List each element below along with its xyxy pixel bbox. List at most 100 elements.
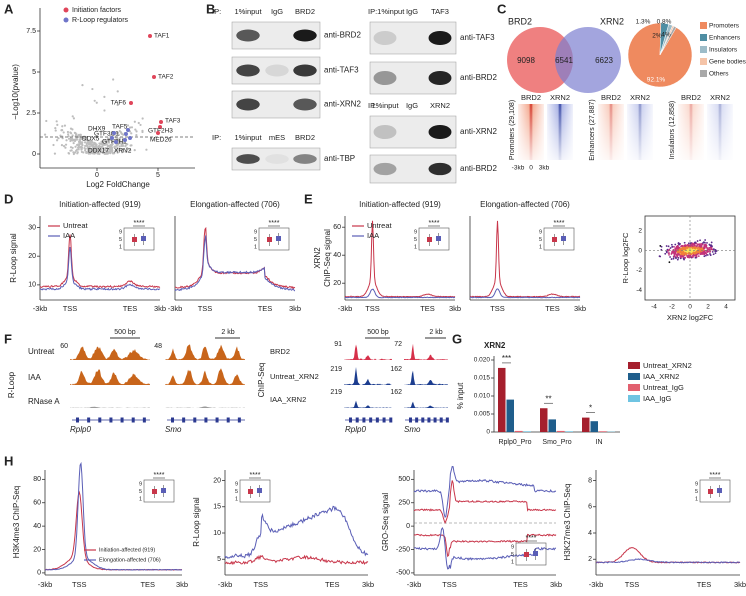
y-tick-label: 0	[486, 429, 490, 436]
y-tick-label: 6	[588, 504, 592, 511]
y-tick-label: 15	[213, 504, 221, 511]
volcano-point	[43, 133, 47, 136]
volcano-point	[53, 152, 57, 155]
volcano-point	[104, 147, 107, 150]
legend-label: Enhancers	[709, 35, 741, 42]
exon	[421, 417, 425, 423]
x-tick-label: 3kb	[449, 304, 461, 313]
scatter-point	[711, 248, 714, 251]
scatter-point	[703, 255, 706, 258]
volcano-point	[87, 148, 90, 151]
significance-label: ***	[502, 354, 511, 363]
scatter-point	[699, 253, 702, 256]
profile-line	[413, 533, 557, 558]
significance-label: ****	[269, 220, 280, 227]
scatter-point	[689, 242, 692, 245]
y-tick-label: 250	[398, 500, 410, 507]
volcano-point	[78, 143, 81, 146]
blot-band	[293, 98, 317, 111]
blot-header: mES	[269, 133, 285, 142]
x-tick-label: -4	[651, 304, 657, 311]
blot-header: IgG	[406, 7, 418, 16]
coverage-track	[165, 344, 245, 360]
volcano-point	[94, 145, 98, 148]
y-tick-label: 10	[213, 530, 221, 537]
volcano-point	[133, 149, 136, 152]
volcano-point	[87, 141, 90, 144]
x-tick-label: -3kb	[512, 165, 525, 172]
volcano-point	[84, 137, 87, 140]
y-tick-label: 4	[588, 530, 592, 537]
exon	[215, 417, 219, 423]
track-scale: 162	[390, 389, 402, 396]
profile-line	[413, 527, 557, 570]
inset-box	[533, 551, 538, 556]
exon	[369, 417, 373, 423]
scatter-point	[697, 252, 700, 255]
scatter-point	[710, 241, 713, 244]
gene-point	[126, 128, 130, 132]
blot-header: 1%input	[234, 133, 262, 142]
bar	[540, 408, 548, 432]
legend-label: Promoters	[709, 23, 740, 30]
inset-tick-label: 9	[254, 229, 257, 235]
blot-header: BRD2	[295, 133, 315, 142]
blot-band	[373, 162, 397, 176]
track-scale: 91	[334, 341, 342, 348]
volcano-point	[117, 142, 121, 145]
venn-label: XRN2	[600, 16, 624, 26]
x-tick-label: 3kb	[550, 580, 562, 589]
volcano-point	[106, 145, 110, 148]
significance-label: ****	[526, 535, 537, 542]
volcano-point	[106, 149, 109, 153]
exon	[171, 417, 174, 423]
scatter-point	[680, 251, 683, 254]
scatter-point	[677, 242, 680, 245]
heatmap-column-label: XRN2	[630, 93, 650, 102]
volcano-point	[63, 124, 67, 127]
volcano-point	[124, 150, 127, 153]
inset-frame	[418, 227, 450, 251]
blot-header: IgG	[406, 101, 418, 110]
volcano-point	[114, 150, 117, 153]
x-tick-label: TSS	[625, 580, 640, 589]
blot-band	[265, 154, 289, 164]
scatter-point	[687, 252, 690, 255]
legend-label: R-Loop regulators	[72, 17, 129, 24]
volcano-point	[141, 117, 144, 120]
volcano-point	[69, 127, 73, 130]
legend-label: IAA_IgG	[643, 394, 672, 403]
scatter-point	[702, 249, 705, 251]
coverage-track	[404, 343, 448, 360]
bar	[557, 430, 565, 432]
legend-label: Initiation factors	[72, 7, 122, 14]
y-tick-label: 5	[217, 556, 221, 563]
y-tick-label: 0	[638, 247, 642, 254]
scale-bar-label: 2 kb	[221, 329, 234, 336]
scatter-point	[709, 254, 712, 257]
plot-title: Elongation-affected (706)	[190, 200, 280, 209]
volcano-point	[69, 139, 72, 143]
volcano-point	[96, 150, 99, 153]
volcano-point	[107, 137, 110, 140]
scatter-point	[693, 252, 696, 255]
gene-label: DHX9	[88, 126, 106, 133]
volcano-point	[80, 150, 83, 154]
axis-title: −Log10(pvalue)	[11, 64, 20, 120]
x-tick-label: Smo_Pro	[542, 439, 571, 446]
scatter-point	[714, 252, 717, 254]
scatter-point	[673, 246, 675, 248]
x-tick-label: 2	[706, 304, 710, 311]
scatter-point	[677, 248, 679, 250]
exon	[98, 417, 102, 423]
blot-band	[293, 154, 317, 164]
scatter-point	[701, 247, 704, 249]
coverage-track	[404, 370, 448, 385]
y-tick-label: 40	[333, 252, 341, 259]
legend-swatch	[700, 34, 707, 41]
inset-tick-label: 1	[254, 244, 257, 250]
y-tick-label: -250	[396, 546, 410, 553]
inset-tick-label: 1	[695, 496, 698, 502]
inset-box	[257, 488, 262, 493]
track-label: BRD2	[270, 347, 290, 356]
